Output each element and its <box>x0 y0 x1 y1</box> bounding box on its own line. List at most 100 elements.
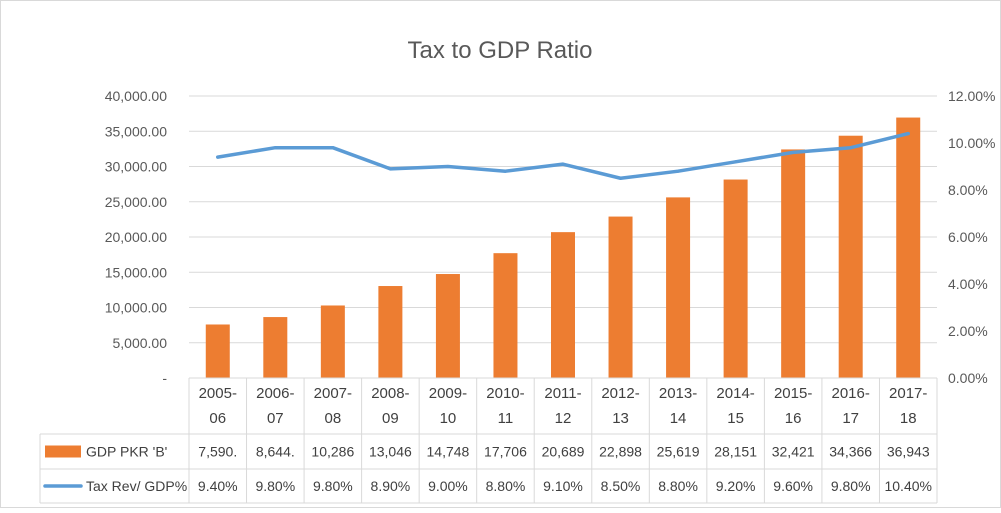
left-y-tick-label: 5,000.00 <box>113 335 168 351</box>
gdp-table-value: 28,151 <box>714 444 757 460</box>
chart-title: Tax to GDP Ratio <box>408 37 593 64</box>
left-y-tick-label: 35,000.00 <box>105 123 167 139</box>
gdp-bar <box>781 149 806 378</box>
tax-ratio-point <box>216 155 220 159</box>
right-y-tick-label: 10.00% <box>948 135 995 151</box>
gdp-table-value: 7,590. <box>198 444 237 460</box>
gdp-bar <box>435 274 460 378</box>
tax-ratio-point <box>906 132 910 136</box>
gdp-bar <box>263 317 288 378</box>
tax-table-value: 8.80% <box>658 478 698 494</box>
tax-ratio-point <box>791 150 795 154</box>
left-y-tick-label: 25,000.00 <box>105 194 167 210</box>
x-tick-label-line1: 2008- <box>371 385 409 402</box>
tax-table-value: 9.80% <box>255 478 295 494</box>
tax-ratio-point <box>849 146 853 150</box>
tax-table-value: 9.10% <box>543 478 583 494</box>
tax-ratio-point <box>331 146 335 150</box>
gdp-legend-label: GDP PKR 'B' <box>86 444 167 460</box>
data-table: 2005- 06 2006- 07 2007- 08 2008- 09 2009- 10 2010-… <box>39 377 938 504</box>
x-tick-label-line2: 09 <box>382 410 399 427</box>
right-y-tick-label: 12.00% <box>948 88 995 104</box>
x-tick-label-line2: 14 <box>670 410 687 427</box>
gdp-table-value: 8,644. <box>256 444 295 460</box>
bar-series <box>205 117 921 378</box>
gdp-table-value: 36,943 <box>887 444 930 460</box>
gdp-bar <box>378 286 403 378</box>
x-tick-label-line1: 2015- <box>774 385 812 402</box>
tax-ratio-point <box>619 176 623 180</box>
x-tick-label-line1: 2016- <box>832 385 870 402</box>
gdp-legend-swatch <box>45 445 81 458</box>
gdp-bar <box>551 232 575 378</box>
gdp-table-value: 14,748 <box>427 444 470 460</box>
tax-ratio-point <box>561 162 565 166</box>
x-tick-label-line2: 17 <box>842 410 859 427</box>
gdp-table-value: 13,046 <box>369 444 412 460</box>
left-y-tick-label: - <box>162 370 167 386</box>
gdp-table-value: 25,619 <box>657 444 700 460</box>
x-tick-label-line1: 2005- <box>199 385 237 402</box>
gdp-bar <box>838 135 863 378</box>
tax-ratio-point <box>676 169 680 173</box>
gdp-table-value: 32,421 <box>772 444 815 460</box>
tax-ratio-point <box>273 146 277 150</box>
x-tick-label-line2: 12 <box>555 410 572 427</box>
gdp-table-value: 10,286 <box>311 444 354 460</box>
x-tick-label-line2: 16 <box>785 410 802 427</box>
x-tick-label-line2: 15 <box>727 410 744 427</box>
gdp-bar <box>493 253 518 378</box>
x-tick-label-line2: 08 <box>325 410 342 427</box>
tax-ratio-point <box>446 165 450 168</box>
tax-table-value: 9.20% <box>716 478 756 494</box>
left-y-tick-label: 15,000.00 <box>105 264 167 280</box>
x-tick-label-line1: 2012- <box>601 385 639 402</box>
x-tick-label-line1: 2006- <box>256 385 294 402</box>
gdp-bar <box>205 324 230 378</box>
tax-table-value: 9.00% <box>428 478 468 494</box>
x-tick-label-line1: 2009- <box>429 385 467 402</box>
tax-table-value: 9.80% <box>831 478 871 494</box>
x-tick-label-line2: 13 <box>612 410 629 427</box>
right-y-axis: 0.00% 2.00% 4.00% 6.00% 8.00% 10.00% 12.00% <box>948 88 995 386</box>
gdp-table-value: 20,689 <box>542 444 585 460</box>
gdp-table-value: 17,706 <box>484 444 527 460</box>
tax-table-value: 9.40% <box>198 478 238 494</box>
left-y-tick-label: 30,000.00 <box>105 159 167 175</box>
gdp-bar <box>723 179 748 378</box>
tax-table-value: 9.80% <box>313 478 353 494</box>
gdp-bar <box>666 197 691 378</box>
gdp-table-value: 22,898 <box>599 444 642 460</box>
x-tick-label-line1: 2013- <box>659 385 697 402</box>
x-tick-label-line1: 2011- <box>544 385 581 402</box>
tax-ratio-point <box>503 169 507 173</box>
x-tick-label-line1: 2014- <box>716 385 754 402</box>
x-tick-label-line1: 2007- <box>314 385 352 402</box>
x-tick-label-line1: 2010- <box>486 385 524 402</box>
right-y-tick-label: 8.00% <box>948 182 988 198</box>
tax-table-value: 9.60% <box>773 478 813 494</box>
tax-table-value: 8.80% <box>486 478 526 494</box>
x-tick-label-line2: 10 <box>440 410 457 427</box>
left-y-tick-label: 10,000.00 <box>105 300 167 316</box>
left-y-tick-label: 40,000.00 <box>105 88 167 104</box>
x-tick-label-line2: 06 <box>209 410 226 427</box>
right-y-tick-label: 2.00% <box>948 323 988 339</box>
right-y-tick-label: 6.00% <box>948 229 988 245</box>
gridlines <box>189 95 937 344</box>
gdp-table-value: 34,366 <box>829 444 872 460</box>
right-y-tick-label: 0.00% <box>948 370 988 386</box>
left-y-axis: - 5,000.00 10,000.00 15,000.00 20,000.00 25,0… <box>105 88 168 386</box>
tax-table-value: 8.50% <box>601 478 641 494</box>
tax-ratio-point <box>734 160 738 164</box>
tax-legend-label: Tax Rev/ GDP% <box>86 478 187 494</box>
gdp-bar <box>896 117 921 378</box>
tax-table-value: 10.40% <box>884 478 931 494</box>
right-y-tick-label: 4.00% <box>948 276 988 292</box>
gdp-bar <box>608 216 633 378</box>
x-tick-label-line2: 07 <box>267 410 284 427</box>
tax-table-value: 8.90% <box>371 478 411 494</box>
x-tick-label-line2: 18 <box>900 410 917 427</box>
